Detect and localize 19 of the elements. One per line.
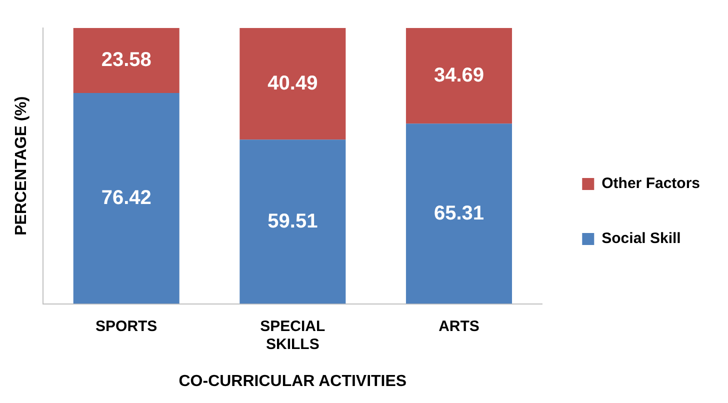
legend-label: Social Skill	[602, 230, 681, 248]
legend-label: Other Factors	[602, 175, 700, 192]
data-label: 23.58	[101, 49, 152, 72]
data-label: 59.51	[268, 210, 318, 232]
bar	[406, 124, 512, 304]
data-label: 76.42	[101, 186, 152, 209]
bar	[73, 93, 180, 304]
x-tick-label: SPORTS	[96, 318, 158, 335]
x-tick-label: SPECIAL SKILLS	[260, 318, 326, 353]
x-tick-label: ARTS	[438, 318, 480, 335]
bar	[406, 28, 512, 124]
data-label: 65.31	[434, 202, 484, 224]
bar	[240, 140, 346, 304]
y-axis-title: PERCENTAGE (%)	[13, 96, 30, 236]
data-label: 40.49	[268, 72, 318, 94]
bar	[73, 28, 180, 94]
data-label: 34.69	[434, 64, 484, 86]
x-axis-title: CO-CURRICULAR ACTIVITIES	[178, 372, 407, 390]
bar	[240, 28, 346, 140]
